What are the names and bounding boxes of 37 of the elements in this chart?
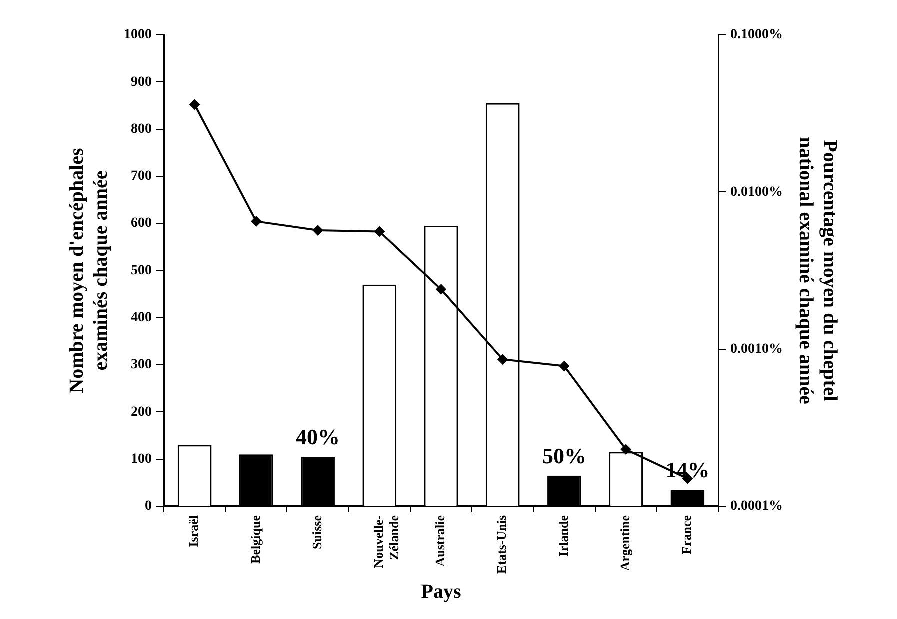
x-tick-label: Suisse xyxy=(309,515,324,550)
y2-tick-label: 0.0001% xyxy=(730,499,783,514)
y-tick-label: 700 xyxy=(131,169,152,184)
point xyxy=(621,444,632,455)
x-tick-label: Nouvelle- Zélande xyxy=(371,515,402,568)
point xyxy=(436,284,446,295)
x-tick-label: Israël xyxy=(186,515,202,548)
y-tick-label: 0 xyxy=(145,499,152,514)
x-tick-label: Australie xyxy=(432,515,448,567)
point xyxy=(374,226,385,237)
x-tick-label: France xyxy=(679,515,694,554)
x-axis-title: Pays xyxy=(421,581,462,604)
x-tick-label: Argentine xyxy=(617,515,632,572)
y-tick-label: 400 xyxy=(131,310,152,326)
annotation: 40% xyxy=(296,424,340,450)
y2-tick-label: 0.0100% xyxy=(730,184,783,200)
y-tick-label: 100 xyxy=(131,452,152,467)
point xyxy=(190,100,200,110)
x-tick-label: Irlande xyxy=(556,515,571,557)
y-tick-label: 800 xyxy=(131,122,152,137)
x-tick-label: Etats-Unis xyxy=(494,515,510,574)
y2-axis-title: Pourcentage moyen du cheptel national examiné chaque année xyxy=(794,137,841,404)
y-tick-label: 1000 xyxy=(124,28,152,43)
annotation: 50% xyxy=(542,444,586,469)
y-tick-label: 300 xyxy=(131,358,152,373)
y-tick-label: 500 xyxy=(131,263,152,278)
y2-tick-label: 0.1000% xyxy=(730,28,783,43)
y-axis-title: Nombre moyen d'encéphales examinés chaque année xyxy=(66,148,112,394)
y-tick-label: 600 xyxy=(131,216,152,232)
point xyxy=(498,354,508,365)
y-tick-label: 200 xyxy=(131,404,152,420)
y2-tick-label: 0.0010% xyxy=(730,342,783,357)
point xyxy=(559,361,570,372)
point xyxy=(313,226,324,236)
point xyxy=(251,216,262,227)
x-tick-label: Belgique xyxy=(248,515,263,564)
y-tick-label: 900 xyxy=(131,74,152,90)
